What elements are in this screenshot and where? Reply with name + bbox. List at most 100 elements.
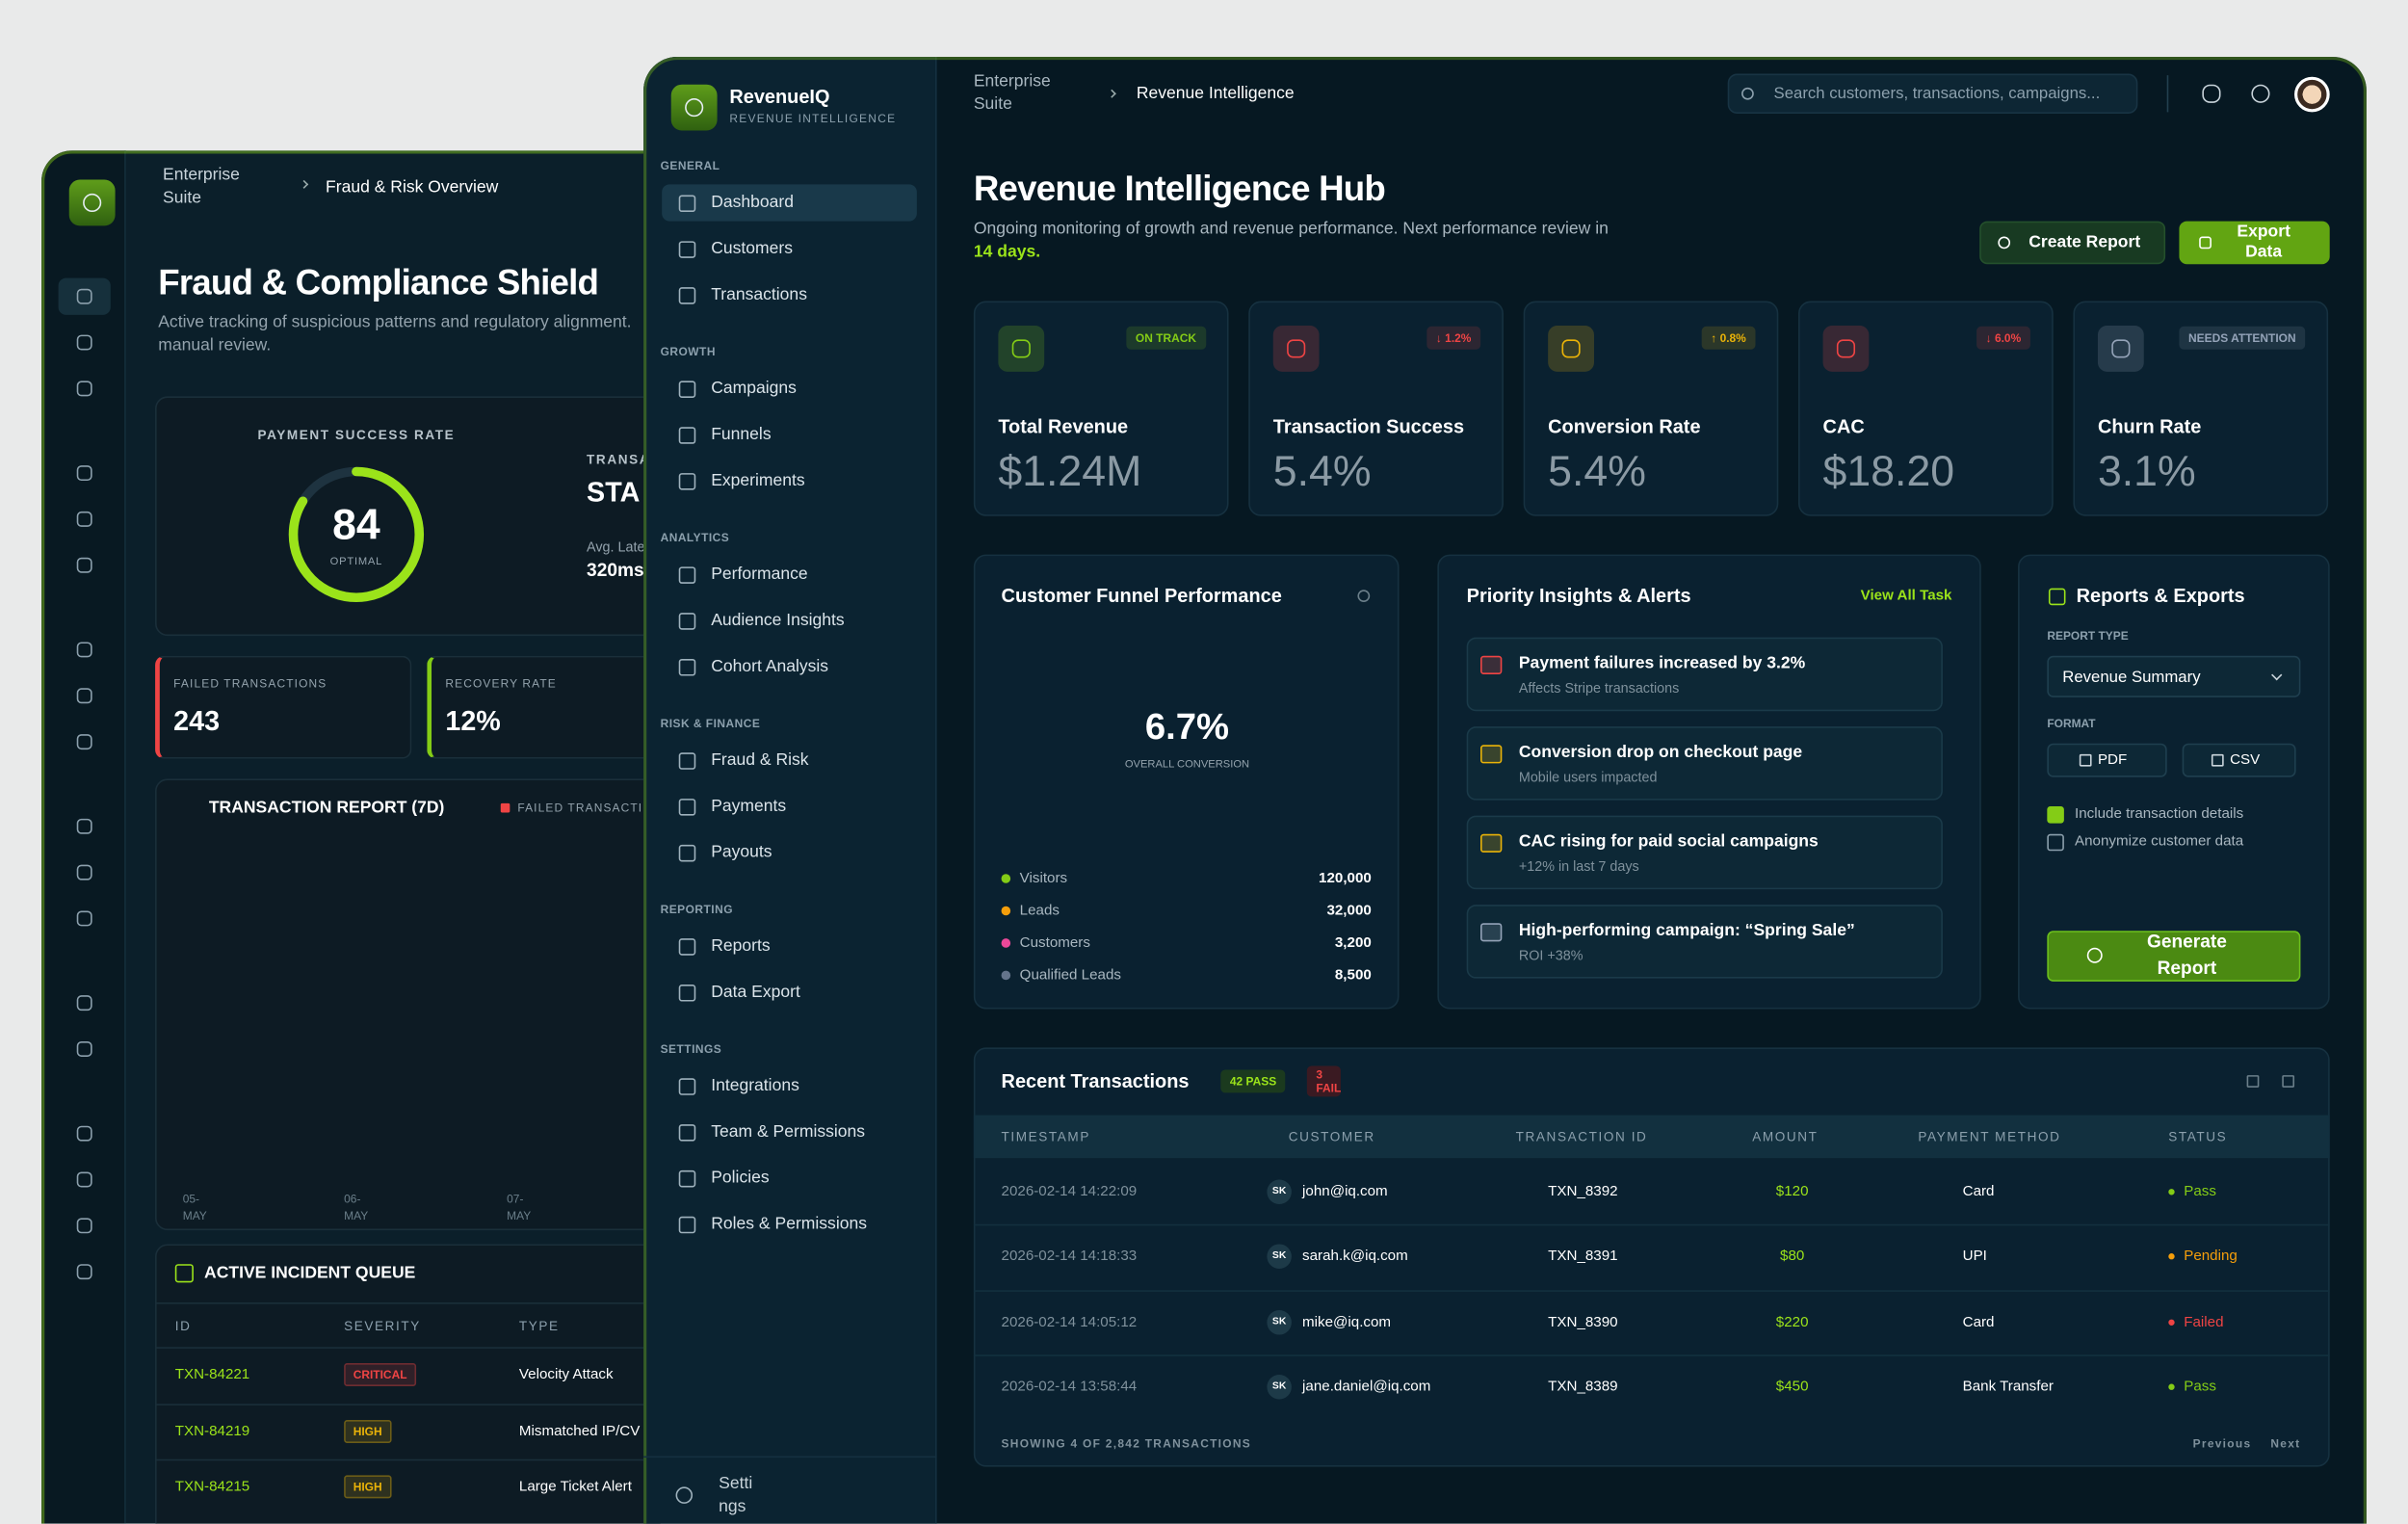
nav-item[interactable]: Fraud & Risk (711, 750, 809, 770)
nav-item[interactable]: Dashboard (711, 193, 795, 213)
format-icon (2211, 753, 2224, 767)
status-dot (2168, 1253, 2175, 1260)
insight-icon (1480, 833, 1503, 853)
stage-value: 8,500 (1334, 966, 1372, 985)
settings-link[interactable]: Settings (719, 1474, 753, 1516)
kpi-label: Total Revenue (998, 416, 1129, 438)
nav-icon (76, 1125, 92, 1142)
status: Pending (2184, 1248, 2238, 1265)
gauge-label: PAYMENT SUCCESS RATE (257, 427, 456, 443)
stat-value: STA (587, 477, 641, 508)
row-divider (155, 1347, 661, 1349)
insight-detail: +12% in last 7 days (1518, 858, 1639, 875)
kpi-icon (1548, 326, 1594, 372)
nav-item[interactable]: Policies (711, 1169, 770, 1188)
nav-item[interactable]: Funnels (711, 425, 772, 444)
gauge-status: OPTIMAL (329, 556, 383, 568)
kpi-glyph (1836, 339, 1856, 358)
metric-value: 243 (173, 705, 221, 737)
nav-item[interactable]: Cohort Analysis (711, 657, 829, 676)
nav-icon (76, 334, 92, 351)
customer-avatar: SK (1267, 1179, 1292, 1205)
funnel-caption: OVERALL CONVERSION (1124, 759, 1250, 771)
insight-title: Conversion drop on checkout page (1518, 743, 1803, 762)
nav-item[interactable]: Roles & Permissions (711, 1215, 868, 1234)
export-button[interactable] (2179, 221, 2330, 265)
nav-icon (76, 734, 92, 750)
nav-item[interactable]: Reports (711, 936, 771, 956)
nav-item[interactable]: Integrations (711, 1076, 799, 1095)
transactions-card (973, 1047, 2330, 1467)
stage-name: Qualified Leads (1019, 966, 1121, 985)
nav-icon (677, 1077, 695, 1095)
status-dot (2168, 1189, 2175, 1196)
date-label: 07-MAY (507, 1192, 532, 1223)
format-label[interactable]: PDF (2097, 751, 2128, 769)
nav-icon (677, 1123, 695, 1141)
insight-item (1466, 815, 1943, 890)
card-title: Reports & Exports (2076, 585, 2245, 607)
breadcrumb-current: Fraud & Risk Overview (326, 177, 499, 197)
nav-icon (76, 557, 92, 573)
nav-item[interactable]: Performance (711, 565, 808, 584)
nav-item[interactable]: Payments (711, 797, 787, 816)
nav-item[interactable]: Experiments (711, 471, 805, 490)
checkbox[interactable] (2047, 806, 2064, 824)
divider (155, 1302, 661, 1304)
format-button[interactable] (2182, 743, 2296, 777)
nav-item[interactable]: Campaigns (711, 379, 797, 398)
status-dot (2168, 1383, 2175, 1390)
report-type-select[interactable] (2047, 655, 2301, 697)
nav-icon (76, 511, 92, 527)
status: Failed (2184, 1314, 2224, 1331)
view-all-link[interactable]: View All Task (1860, 587, 1952, 605)
checkbox[interactable] (2047, 833, 2064, 852)
customer: mike@iq.com (1302, 1314, 1392, 1331)
row-divider (973, 1290, 2330, 1292)
divider (643, 1456, 937, 1458)
incident-title: ACTIVE INCIDENT QUEUE (204, 1264, 416, 1283)
button-icon (2199, 236, 2212, 250)
search-box[interactable] (1727, 73, 2138, 114)
kpi-card (1798, 301, 2054, 516)
nav-item[interactable]: Audience Insights (711, 611, 845, 630)
gauge-card (155, 396, 661, 637)
stage-value: 32,000 (1326, 902, 1372, 920)
severity-badge: CRITICAL (344, 1363, 417, 1386)
kpi-icon (998, 326, 1045, 372)
insight-item (1466, 726, 1943, 801)
subtitle-text: Ongoing monitoring of growth and revenue… (973, 219, 1609, 239)
kpi-value: 5.4% (1548, 446, 1646, 495)
amount: $220 (1775, 1314, 1809, 1331)
insight-icon (1480, 655, 1503, 674)
nav-item[interactable]: Customers (711, 239, 794, 258)
nav-icon (76, 688, 92, 704)
insight-title: Payment failures increased by 3.2% (1518, 654, 1806, 673)
nav-icon (76, 1041, 92, 1057)
nav-item[interactable]: Team & Permissions (711, 1122, 866, 1142)
format-label[interactable]: CSV (2230, 751, 2261, 769)
stage-name: Visitors (1019, 870, 1068, 887)
column-header: CUSTOMER (1288, 1128, 1375, 1144)
create-report-button[interactable] (1979, 221, 2166, 265)
insight-detail: Affects Stripe transactions (1518, 680, 1680, 696)
stat-note: Avg. Late (587, 539, 645, 555)
nav-icon (677, 472, 695, 489)
nav-icon (677, 751, 695, 769)
nav-item[interactable]: Transactions (711, 285, 807, 304)
report-card (155, 778, 661, 1231)
format-button[interactable] (2047, 743, 2167, 777)
avatar[interactable] (2294, 76, 2330, 113)
sidebar (41, 150, 126, 1524)
transaction-id: TXN_8391 (1548, 1248, 1618, 1265)
pager-previous[interactable]: Previous (2192, 1436, 2252, 1451)
nav-item[interactable]: Payouts (711, 843, 772, 862)
pager-next[interactable]: Next (2270, 1436, 2301, 1451)
nav-item[interactable]: Data Export (711, 983, 800, 1002)
payment-method: Card (1962, 1314, 1995, 1331)
metric-label: RECOVERY RATE (445, 676, 557, 691)
notification-button (2202, 84, 2221, 103)
payment-method: Card (1962, 1183, 1995, 1201)
insight-detail: ROI +38% (1518, 947, 1584, 963)
